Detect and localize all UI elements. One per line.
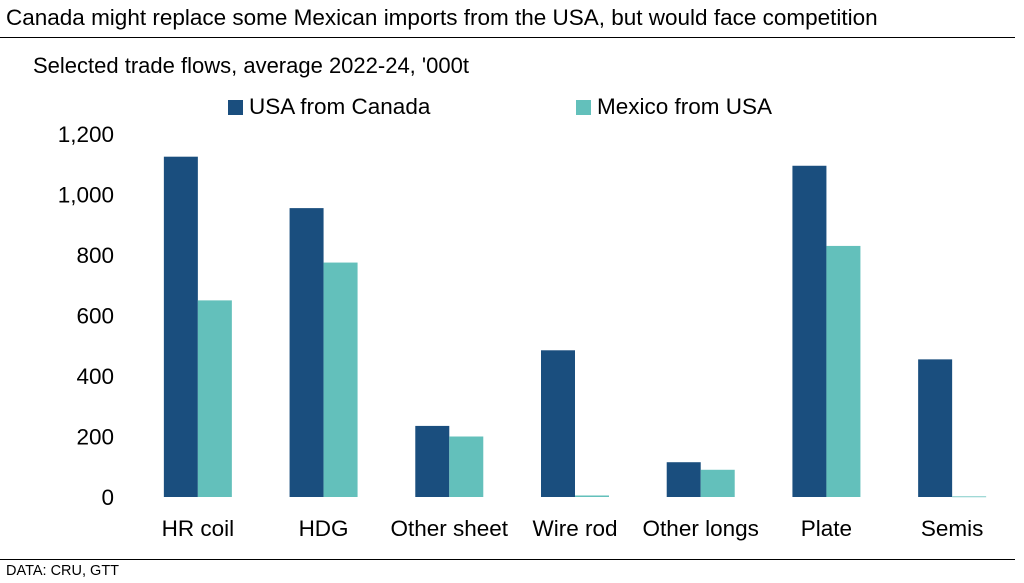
bar-usa-from-canada xyxy=(415,425,450,497)
y-tick-label: 200 xyxy=(76,425,114,450)
y-tick-label: 1,200 xyxy=(58,122,114,147)
bar-usa-from-canada xyxy=(918,359,953,497)
chart-subtitle: Selected trade flows, average 2022-24, '… xyxy=(33,53,469,78)
source-note: DATA: CRU, GTT xyxy=(6,563,120,579)
x-tick-label: Wire rod xyxy=(532,516,617,541)
bar-mexico-from-usa xyxy=(826,245,861,497)
legend-swatch-usa-from-canada xyxy=(228,99,243,115)
bar-mexico-from-usa xyxy=(952,496,987,498)
bar-usa-from-canada xyxy=(792,165,827,497)
bar-usa-from-canada xyxy=(666,462,701,497)
bar-mexico-from-usa xyxy=(700,469,735,497)
y-tick-label: 800 xyxy=(76,243,114,268)
y-tick-label: 1,000 xyxy=(58,183,114,208)
x-tick-label: HDG xyxy=(299,516,349,541)
y-tick-label: 600 xyxy=(76,304,114,329)
title-divider xyxy=(0,37,1015,38)
bar-usa-from-canada xyxy=(163,156,198,497)
source-divider xyxy=(0,559,1015,560)
bar-usa-from-canada xyxy=(541,350,575,497)
bar-mexico-from-usa xyxy=(323,262,358,497)
bar-mexico-from-usa xyxy=(197,300,232,497)
x-tick-label: Semis xyxy=(921,516,984,541)
legend-item-usa-from-canada: USA from Canada xyxy=(228,94,430,120)
legend-label-usa-from-canada: USA from Canada xyxy=(249,94,431,119)
x-tick-label: HR coil xyxy=(162,516,235,541)
x-tick-label: Plate xyxy=(801,516,852,541)
bar-mexico-from-usa xyxy=(575,495,609,497)
x-tick-label: Other longs xyxy=(643,516,759,541)
legend-label-mexico-from-usa: Mexico from USA xyxy=(597,94,773,119)
legend-item-mexico-from-usa: Mexico from USA xyxy=(576,94,772,120)
bar-usa-from-canada xyxy=(289,208,324,498)
x-tick-label: Other sheet xyxy=(390,516,508,541)
y-tick-label: 400 xyxy=(76,364,114,389)
chart-title: Canada might replace some Mexican import… xyxy=(6,5,878,30)
y-tick-label: 0 xyxy=(101,485,114,510)
legend-swatch-mexico-from-usa xyxy=(576,99,591,115)
bar-mexico-from-usa xyxy=(449,436,484,497)
